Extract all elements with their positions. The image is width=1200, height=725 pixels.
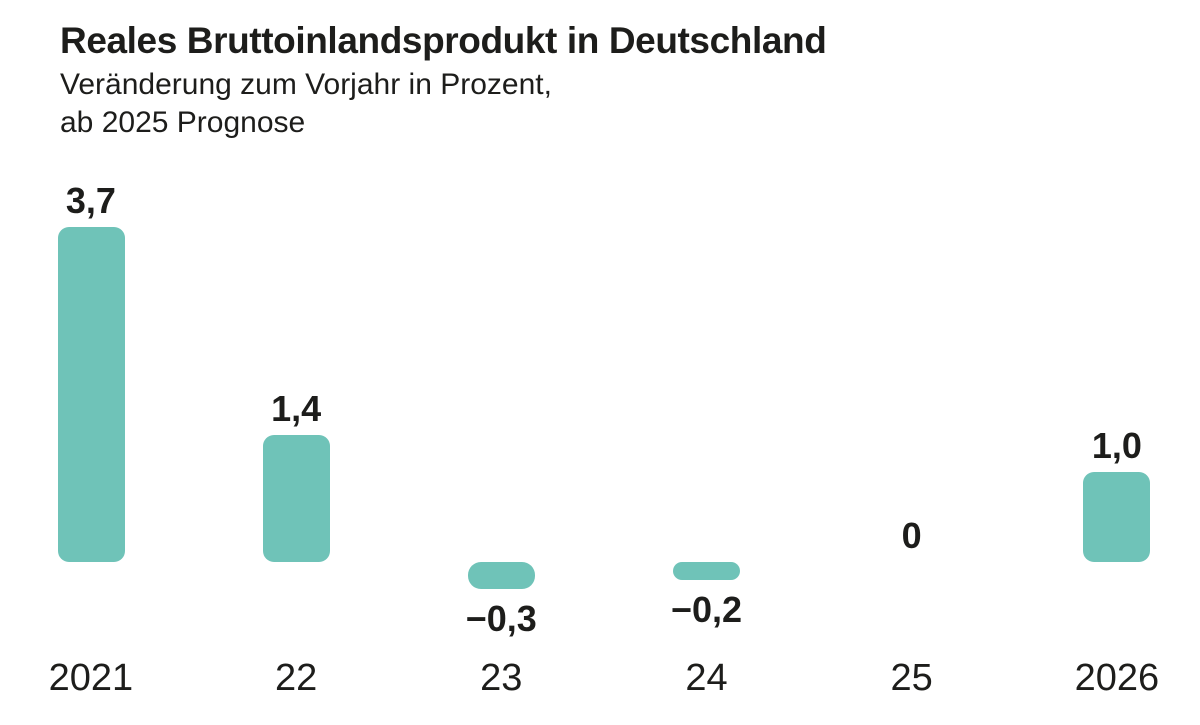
bar-column-22: 1,4 22 <box>194 0 399 725</box>
chart-subtitle-line-2: ab 2025 Prognose <box>60 106 306 139</box>
value-label-24: −0,2 <box>670 589 743 631</box>
value-label-25: 0 <box>901 515 922 556</box>
chart-header: Reales Bruttoinlandsprodukt in Deutschla… <box>60 18 1180 142</box>
x-axis-label-2021: 2021 <box>48 657 134 699</box>
x-axis-label-22: 22 <box>274 657 318 699</box>
x-axis-label-23: 23 <box>480 657 523 699</box>
value-label-2026: 1,0 <box>1091 424 1142 466</box>
bar-column-25: 0 25 <box>809 0 1014 725</box>
bar-2026 <box>1083 471 1151 562</box>
chart-subtitle: Veränderung zum Vorjahr in Prozent, ab 2… <box>60 64 1180 142</box>
x-axis-label-25: 25 <box>890 657 933 699</box>
chart-subtitle-line-1: Veränderung zum Vorjahr in Prozent, <box>60 68 552 101</box>
bar-column-24: −0,2 24 <box>604 0 809 725</box>
value-label-22: 1,4 <box>271 388 322 430</box>
bar-column-23: −0,3 23 <box>399 0 604 725</box>
chart-title: Reales Bruttoinlandsprodukt in Deutschla… <box>60 20 827 61</box>
bar-column-2026: 1,0 2026 <box>1014 0 1200 725</box>
value-label-23: −0,3 <box>465 598 537 640</box>
bar-23 <box>467 562 535 590</box>
bar-2021 <box>57 227 125 562</box>
bar-column-2021: 3,7 2021 <box>0 0 193 725</box>
x-axis-label-2026: 2026 <box>1074 657 1160 699</box>
bar-24 <box>673 562 741 581</box>
x-axis-label-24: 24 <box>685 657 728 699</box>
bar-22 <box>262 435 330 562</box>
value-label-2021: 3,7 <box>65 180 116 222</box>
